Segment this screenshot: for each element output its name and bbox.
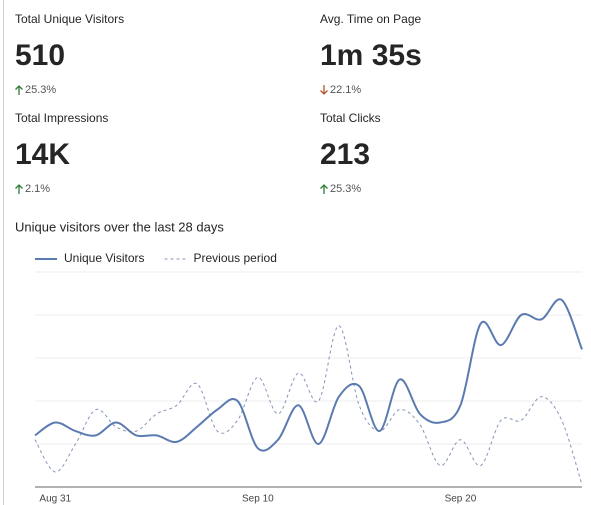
kpi-label: Avg. Time on Page [320, 12, 422, 26]
legend-label: Unique Visitors [64, 251, 144, 265]
trend-arrow [15, 85, 23, 95]
trend-arrow [320, 184, 328, 194]
kpi-label: Total Clicks [320, 111, 381, 125]
x-tick-label: Aug 31 [39, 494, 71, 505]
chart-title: Unique visitors over the last 28 days [15, 219, 224, 234]
kpi-value: 1m 35s [320, 39, 422, 72]
kpi-label: Total Unique Visitors [15, 12, 124, 26]
series-line [34, 298, 583, 452]
kpi-value: 213 [320, 138, 370, 171]
trend-arrow [15, 184, 23, 194]
kpi-label: Total Impressions [15, 111, 108, 125]
trend-arrow [320, 85, 328, 95]
kpi-change: 25.3% [330, 183, 361, 195]
kpi-change: 25.3% [25, 84, 56, 96]
kpi-value: 14K [15, 138, 70, 171]
legend-label: Previous period [193, 251, 276, 265]
kpi-value: 510 [15, 39, 65, 72]
series-line [34, 325, 583, 485]
kpi-change: 2.1% [25, 183, 50, 195]
x-tick-label: Sep 10 [242, 494, 274, 505]
x-tick-label: Sep 20 [445, 494, 477, 505]
kpi-change: 22.1% [330, 84, 361, 96]
